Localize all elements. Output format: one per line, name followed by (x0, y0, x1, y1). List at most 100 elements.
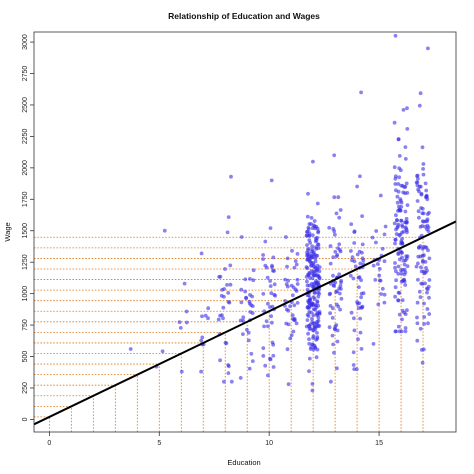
data-point (268, 284, 273, 288)
data-point (199, 338, 204, 343)
data-point (414, 264, 419, 269)
data-point (306, 331, 310, 336)
data-point (268, 305, 272, 309)
data-point (312, 343, 317, 348)
data-point (421, 172, 426, 177)
data-point (420, 145, 425, 150)
data-point (396, 251, 401, 256)
data-point (206, 306, 211, 311)
data-point (336, 195, 341, 200)
data-point (404, 254, 409, 258)
data-point (420, 211, 425, 216)
data-point (293, 287, 298, 292)
data-point (352, 328, 357, 333)
data-point (380, 286, 385, 291)
data-point (316, 291, 320, 295)
x-tick-label: 5 (157, 440, 161, 447)
data-point (399, 200, 404, 205)
data-point (334, 211, 339, 216)
data-point (285, 347, 290, 352)
data-point (328, 311, 332, 316)
data-point (206, 316, 210, 321)
data-point (200, 335, 205, 340)
data-point (305, 279, 309, 284)
y-tick-label: 500 (22, 351, 29, 363)
data-point (403, 312, 408, 316)
data-point (332, 350, 336, 355)
data-point (309, 261, 314, 265)
data-point (375, 262, 380, 266)
data-point (308, 322, 313, 327)
data-point (249, 351, 254, 356)
data-point (377, 273, 382, 278)
data-point (229, 174, 233, 179)
data-point (268, 226, 273, 231)
data-point (315, 299, 320, 304)
data-point (315, 201, 320, 206)
data-point (179, 369, 184, 374)
data-point (310, 255, 314, 260)
data-point (351, 276, 356, 281)
data-point (425, 197, 430, 202)
data-point (403, 145, 408, 150)
data-point (393, 241, 397, 246)
data-point (418, 184, 423, 189)
data-point (359, 291, 364, 296)
y-tick-label: 1750 (22, 191, 29, 207)
y-tick-label: 2250 (22, 129, 29, 145)
data-point (397, 233, 402, 238)
data-point (295, 301, 300, 305)
data-point (250, 359, 255, 363)
data-point (270, 340, 275, 345)
data-point (288, 336, 293, 341)
x-tick-label: 15 (375, 440, 383, 447)
data-point (310, 388, 315, 393)
data-point (358, 174, 362, 179)
data-point (427, 312, 432, 316)
data-point (262, 324, 266, 329)
data-point (313, 256, 318, 261)
data-point (243, 277, 248, 282)
data-point (266, 324, 270, 329)
data-point (314, 279, 318, 284)
data-point (264, 319, 269, 324)
data-point (396, 189, 401, 194)
data-point (307, 337, 311, 341)
data-point (400, 268, 405, 272)
data-point (306, 248, 310, 253)
data-point (269, 291, 274, 296)
data-point (400, 184, 405, 188)
y-tick-label: 1000 (22, 286, 29, 302)
data-point (310, 247, 314, 252)
data-point (309, 281, 314, 286)
data-point (225, 283, 229, 287)
data-point (184, 309, 189, 314)
data-point (327, 325, 332, 330)
data-point (373, 278, 378, 282)
data-point (420, 219, 425, 224)
y-axis-title: Wage (3, 222, 12, 241)
data-point (305, 318, 310, 322)
data-point (382, 300, 387, 305)
data-point (306, 191, 310, 196)
data-point (397, 175, 402, 180)
data-point (226, 291, 231, 295)
data-point (393, 261, 397, 265)
data-point (400, 241, 405, 246)
y-tick-label: 1500 (22, 223, 29, 239)
data-point (394, 227, 398, 232)
data-point (295, 277, 300, 282)
data-point (416, 261, 420, 266)
data-point (402, 262, 407, 267)
data-point (295, 282, 300, 286)
data-point (223, 267, 227, 271)
data-point (404, 221, 409, 225)
data-point (399, 168, 403, 173)
data-point (401, 278, 405, 283)
data-point (350, 255, 355, 260)
data-point (226, 215, 231, 220)
data-point (424, 188, 429, 193)
data-point (307, 238, 312, 243)
data-point (271, 365, 276, 369)
data-point (423, 181, 428, 186)
